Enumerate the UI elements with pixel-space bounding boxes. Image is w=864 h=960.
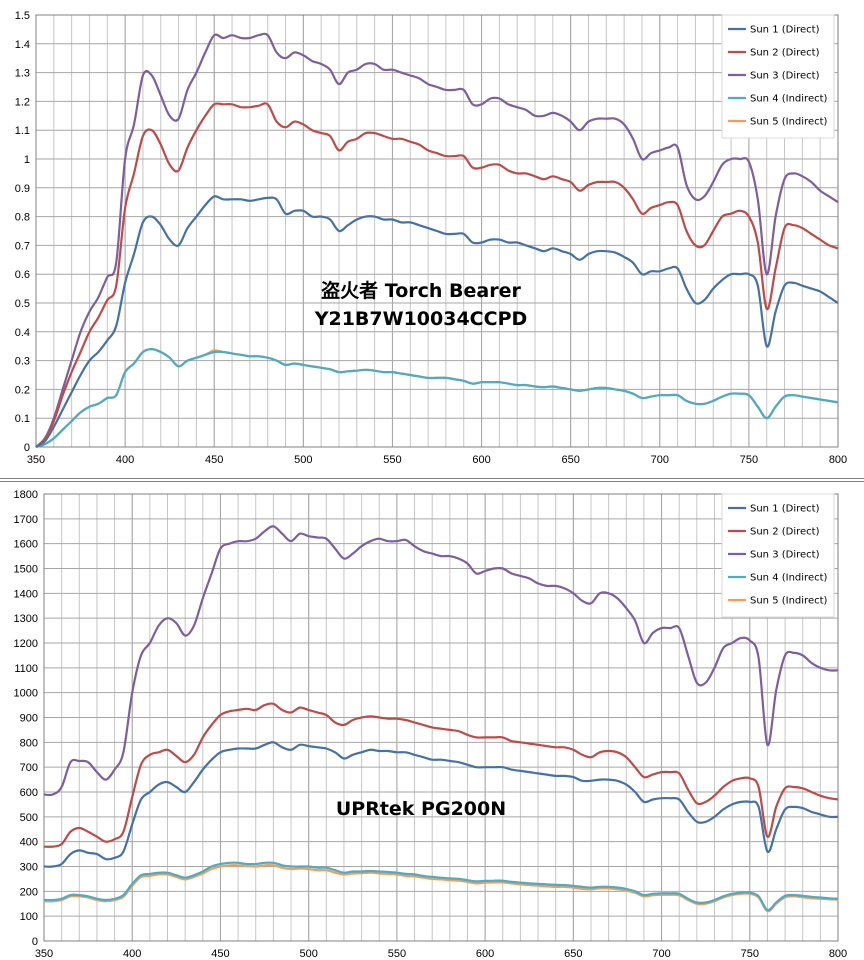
x-tick-label: 800 bbox=[829, 454, 847, 466]
series-line-sun-1-direct bbox=[35, 195, 839, 448]
y-tick-label: 1.4 bbox=[15, 39, 30, 51]
chart-annotation: 盗火者 Torch Bearer bbox=[321, 279, 521, 302]
x-tick-label: 750 bbox=[740, 454, 758, 466]
panel-divider bbox=[0, 478, 864, 482]
y-tick-label: 300 bbox=[20, 862, 38, 874]
y-tick-label: 100 bbox=[20, 911, 38, 923]
y-tick-label: 500 bbox=[20, 812, 38, 824]
y-tick-label: 1600 bbox=[14, 539, 38, 551]
series-lines bbox=[35, 32, 839, 449]
y-tick-label: 0.5 bbox=[15, 298, 30, 310]
legend-box bbox=[721, 493, 835, 618]
y-tick-label: 200 bbox=[20, 886, 38, 898]
y-tick-label: 1700 bbox=[14, 514, 38, 526]
y-tick-label: 0.1 bbox=[15, 413, 30, 425]
y-tick-label: 1400 bbox=[14, 588, 38, 600]
x-tick-label: 650 bbox=[561, 454, 579, 466]
legend: Sun 1 (Direct) Sun 2 (Direct) Sun 3 (Direc… bbox=[721, 14, 835, 139]
legend-label: Sun 1 (Direct) bbox=[750, 504, 820, 515]
y-tick-label: 700 bbox=[20, 762, 38, 774]
x-tick-label: 400 bbox=[123, 948, 141, 960]
plot-area-border bbox=[43, 493, 839, 942]
y-tick-label: 900 bbox=[20, 713, 38, 725]
legend-label: Sun 5 (Indirect) bbox=[750, 117, 828, 128]
y-tick-label: 1000 bbox=[14, 688, 38, 700]
series-lines bbox=[43, 525, 839, 913]
legend-label: Sun 3 (Direct) bbox=[750, 550, 820, 561]
y-tick-label: 0.8 bbox=[15, 212, 30, 224]
series-line-sun-3-direct bbox=[43, 525, 839, 797]
uprtek-spectrum-chart: 0 100 200 300 400 500 600 700 800 900 1000 1100 1200… bbox=[14, 489, 848, 960]
y-tick-label: 400 bbox=[20, 837, 38, 849]
legend-label: Sun 4 (Indirect) bbox=[750, 573, 828, 584]
y-tick-label: 1300 bbox=[14, 613, 38, 625]
y-tick-label: 0.6 bbox=[15, 269, 30, 281]
x-tick-label: 500 bbox=[294, 454, 312, 466]
legend-label: Sun 1 (Direct) bbox=[750, 25, 820, 36]
x-tick-label: 350 bbox=[35, 948, 53, 960]
chart-panel-uprtek: 0 100 200 300 400 500 600 700 800 900 1000 1100 1200… bbox=[0, 482, 864, 960]
y-tick-label: 1500 bbox=[14, 564, 38, 576]
y-tick-label: 1800 bbox=[14, 489, 38, 501]
legend-label: Sun 5 (Indirect) bbox=[750, 596, 828, 607]
y-tick-label: 1 bbox=[24, 154, 30, 166]
legend: Sun 1 (Direct) Sun 2 (Direct) Sun 3 (Direc… bbox=[721, 493, 835, 618]
series-line-sun-2-direct bbox=[43, 702, 839, 848]
y-tick-label: 0.4 bbox=[15, 327, 30, 339]
x-tick-label: 750 bbox=[741, 948, 759, 960]
plot-area-border bbox=[35, 14, 839, 448]
y-tick-label: 1100 bbox=[14, 663, 38, 675]
legend-label: Sun 2 (Direct) bbox=[750, 527, 820, 538]
x-tick-label: 550 bbox=[388, 948, 406, 960]
x-tick-label: 350 bbox=[27, 454, 45, 466]
x-tick-label: 500 bbox=[299, 948, 317, 960]
x-tick-label: 700 bbox=[651, 454, 669, 466]
torch-bearer-spectrum-chart: 0 0.1 0.2 0.3 0.4 0.5 0.6 0.7 0.8 0.9 1 1.1 1.2 1.3 1.… bbox=[15, 10, 847, 466]
series-line-sun-2-direct bbox=[35, 102, 839, 448]
y-tick-label: 1.2 bbox=[15, 96, 30, 108]
legend-box bbox=[721, 14, 835, 139]
series-line-sun-3-direct bbox=[35, 32, 839, 448]
x-tick-label: 650 bbox=[564, 948, 582, 960]
chart-annotation: Y21B7W10034CCPD bbox=[314, 308, 528, 330]
y-tick-label: 0.3 bbox=[15, 356, 30, 368]
x-tick-label: 400 bbox=[116, 454, 134, 466]
x-tick-label: 600 bbox=[476, 948, 494, 960]
x-tick-label: 600 bbox=[472, 454, 490, 466]
series-line-sun-5-indirect bbox=[43, 863, 839, 913]
y-tick-label: 0 bbox=[32, 936, 38, 948]
legend-label: Sun 2 (Direct) bbox=[750, 48, 820, 59]
y-tick-label: 0.9 bbox=[15, 183, 30, 195]
chart-panel-torch-bearer: 0 0.1 0.2 0.3 0.4 0.5 0.6 0.7 0.8 0.9 1 1.1 1.2 1.3 1.… bbox=[0, 0, 864, 478]
y-tick-label: 600 bbox=[20, 787, 38, 799]
y-tick-label: 1.1 bbox=[15, 125, 30, 137]
y-tick-label: 800 bbox=[20, 737, 38, 749]
x-tick-label: 450 bbox=[211, 948, 229, 960]
y-tick-label: 0.7 bbox=[15, 240, 30, 252]
legend-label: Sun 3 (Direct) bbox=[750, 71, 820, 82]
series-line-sun-4-indirect bbox=[43, 861, 839, 912]
series-line-sun-4-indirect bbox=[35, 348, 839, 449]
y-tick-label: 1200 bbox=[14, 638, 38, 650]
x-tick-label: 800 bbox=[829, 948, 847, 960]
x-tick-label: 550 bbox=[383, 454, 401, 466]
y-tick-label: 1.5 bbox=[15, 10, 30, 22]
grid bbox=[43, 493, 839, 942]
y-tick-label: 1.3 bbox=[15, 68, 30, 80]
y-tick-label: 0.2 bbox=[15, 384, 30, 396]
chart-annotation: UPRtek PG200N bbox=[336, 798, 506, 820]
legend-label: Sun 4 (Indirect) bbox=[750, 94, 828, 105]
x-tick-label: 450 bbox=[205, 454, 223, 466]
x-tick-label: 700 bbox=[652, 948, 670, 960]
y-tick-label: 0 bbox=[24, 442, 30, 454]
series-line-sun-1-direct bbox=[43, 741, 839, 868]
